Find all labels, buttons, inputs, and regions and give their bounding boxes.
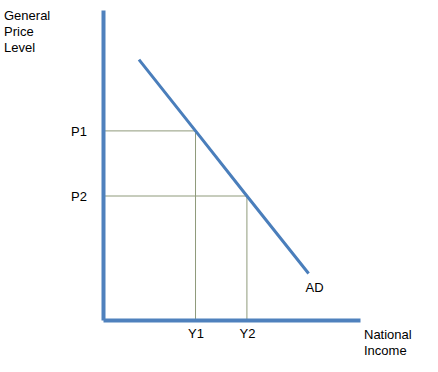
plot-area <box>103 60 309 320</box>
tick-label: Y2 <box>239 326 255 341</box>
axis-line <box>102 11 106 321</box>
ad-line <box>139 60 309 274</box>
x-axis-title: NationalIncome <box>364 327 412 358</box>
tick: P2 <box>71 189 103 204</box>
tick: Y1 <box>188 320 204 341</box>
guide-line <box>103 196 247 320</box>
tick: Y2 <box>239 320 255 341</box>
y-axis-title: GeneralPriceLevel <box>4 8 50 55</box>
tick-label: P2 <box>71 189 87 204</box>
series-label: AD <box>306 280 324 295</box>
guide-line <box>103 131 196 320</box>
axis-line <box>104 319 361 323</box>
x-axis: Y1 Y2 <box>104 320 361 341</box>
tick-label: P1 <box>71 124 87 139</box>
chart: AD Y1 Y2 P1 P2 GeneralPriceLevel NationalIncom… <box>0 0 438 372</box>
y-axis: P1 P2 <box>71 11 103 321</box>
tick: P1 <box>71 124 103 139</box>
tick-label: Y1 <box>188 326 204 341</box>
